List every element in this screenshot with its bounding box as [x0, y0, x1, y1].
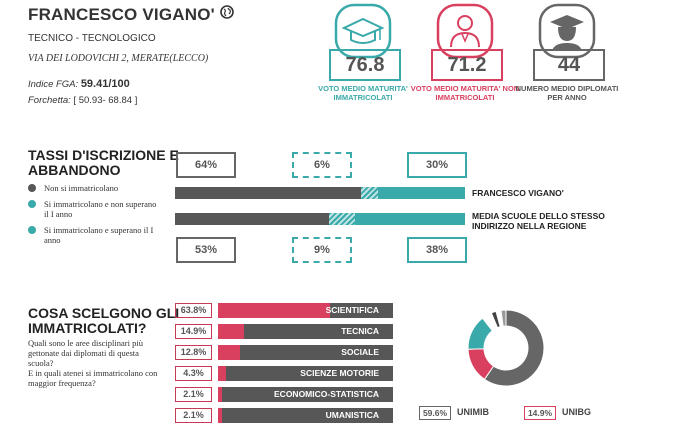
category-pct: 14.9%: [175, 324, 212, 339]
school-name: FRANCESCO VIGANO': [28, 5, 215, 24]
category-row: 12.8% SOCIALE: [175, 345, 395, 360]
uni-name-unibg: UNIBG: [562, 407, 591, 417]
legend-item: Si immatricolano e non superano il I ann…: [28, 199, 158, 219]
choices-question: Quali sono le aree disciplinari più gett…: [28, 338, 160, 388]
category-name: SOCIALE: [341, 347, 379, 357]
donut-slice: [483, 309, 545, 387]
stat-diplomati: 44 NUMERO MEDIO DIPLOMATI PER ANNO: [512, 3, 622, 102]
category-row: 4.3% SCIENZE MOTORIE: [175, 366, 395, 381]
category-bar: SCIENTIFICA: [218, 303, 393, 318]
category-bar: UMANISTICA: [218, 408, 393, 423]
category-bar: SOCIALE: [218, 345, 393, 360]
bar-seg-non-superano: [360, 187, 378, 199]
category-bar: SCIENZE MOTORIE: [218, 366, 393, 381]
pct-box-region-pass: 38%: [407, 237, 467, 263]
choices-title: COSA SCELGONO GLI IMMATRICOLATI?: [28, 306, 179, 336]
uni-pct-unimib: 59.6%: [419, 406, 451, 420]
stat-caption: NUMERO MEDIO DIPLOMATI PER ANNO: [515, 84, 619, 102]
category-name: ECONOMICO-STATISTICA: [274, 389, 379, 399]
legend-item: Non si immatricolano: [28, 183, 158, 193]
stacked-bar-school: [175, 187, 465, 199]
range: Forchetta: [ 50.93- 68.84 ]: [28, 95, 137, 106]
stat-value: 44: [533, 49, 605, 81]
legend-dot-teal: [28, 200, 36, 208]
legend-dot-gray: [28, 184, 36, 192]
category-list: 63.8% SCIENTIFICA 14.9% TECNICA 12.8% SOCIALE…: [175, 303, 395, 429]
bar-seg-superano: [378, 187, 465, 199]
category-bar-fill: [218, 408, 222, 423]
range-value: [ 50.93- 68.84 ]: [73, 95, 138, 106]
pct-box-school-pass: 30%: [407, 152, 467, 178]
enrollment-title: TASSI D'ISCRIZIONE E ABBANDONO: [28, 148, 179, 178]
fga-label: Indice FGA:: [28, 79, 79, 90]
uni-pct-unibg: 14.9%: [524, 406, 556, 420]
stat-value: 76.8: [329, 49, 401, 81]
fga-index: Indice FGA: 59.41/100: [28, 78, 130, 90]
category-row: 63.8% SCIENTIFICA: [175, 303, 395, 318]
stat-voto-non-immatricolati: 71.2 VOTO MEDIO MATURITA' NON IMMATRICOL…: [410, 3, 520, 102]
category-bar-fill: [218, 324, 245, 339]
pct-box-school-drop: 6%: [292, 152, 352, 178]
question-areas: Quali sono le aree disciplinari più gett…: [28, 338, 143, 368]
legend-item: Si immatricolano e superano il I anno: [28, 225, 158, 245]
question-universities: E in quali atenei si immatricolano con m…: [28, 368, 158, 388]
pct-box-region-drop: 9%: [292, 237, 352, 263]
choices-title-line2: IMMATRICOLATI?: [28, 320, 147, 336]
legend-label: Si immatricolano e non superano il I ann…: [44, 199, 157, 219]
stacked-bar-region: [175, 213, 465, 225]
category-row: 14.9% TECNICA: [175, 324, 395, 339]
bar-seg-non-superano: [328, 213, 355, 225]
legend-label: Si immatricolano e superano il I anno: [44, 225, 154, 245]
bar-seg-non-immatricolati: [175, 187, 361, 199]
school-type: TECNICO - TECNOLOGICO: [28, 33, 156, 44]
donut-slice: [500, 309, 507, 327]
pct-box-region-non: 53%: [176, 237, 236, 263]
category-name: TECNICA: [341, 326, 379, 336]
globe-icon[interactable]: [220, 5, 234, 19]
category-pct: 2.1%: [175, 387, 212, 402]
category-name: SCIENZE MOTORIE: [300, 368, 379, 378]
uni-name-unimib: UNIMIB: [457, 407, 489, 417]
category-name: UMANISTICA: [325, 410, 379, 420]
fga-value: 59.41/100: [80, 78, 130, 90]
category-row: 2.1% UMANISTICA: [175, 408, 395, 423]
pct-box-school-non: 64%: [176, 152, 236, 178]
stat-caption: VOTO MEDIO MATURITA' NON IMMATRICOLATI: [410, 84, 520, 102]
category-pct: 4.3%: [175, 366, 212, 381]
choices-title-line1: COSA SCELGONO GLI: [28, 305, 180, 321]
stat-caption: VOTO MEDIO MATURITA' IMMATRICOLATI: [318, 84, 408, 102]
bar-label-school: FRANCESCO VIGANO': [472, 188, 564, 198]
category-bar: ECONOMICO-STATISTICA: [218, 387, 393, 402]
legend-label: Non si immatricolano: [44, 183, 119, 193]
range-label: Forchetta:: [28, 95, 71, 106]
university-donut-chart: [467, 309, 545, 387]
category-bar-fill: [218, 366, 226, 381]
category-pct: 2.1%: [175, 408, 212, 423]
category-bar-fill: [218, 345, 241, 360]
category-name: SCIENTIFICA: [325, 305, 379, 315]
category-pct: 63.8%: [175, 303, 212, 318]
school-address: VIA DEI LODOVICHI 2, MERATE(LECCO): [28, 53, 209, 64]
category-pct: 12.8%: [175, 345, 212, 360]
category-bar-fill: [218, 303, 330, 318]
bar-seg-non-immatricolati: [175, 213, 329, 225]
category-row: 2.1% ECONOMICO-STATISTICA: [175, 387, 395, 402]
enrollment-legend: Non si immatricolano Si immatricolano e …: [28, 183, 158, 245]
category-bar-fill: [218, 387, 222, 402]
enrollment-title-line1: TASSI D'ISCRIZIONE E: [28, 147, 179, 163]
category-bar: TECNICA: [218, 324, 393, 339]
bar-seg-superano: [354, 213, 465, 225]
enrollment-title-line2: ABBANDONO: [28, 162, 121, 178]
legend-dot-teal: [28, 226, 36, 234]
bar-label-region: MEDIA SCUOLE DELLO STESSO INDIRIZZO NELL…: [472, 211, 605, 231]
stat-voto-immatricolati: 76.8 VOTO MEDIO MATURITA' IMMATRICOLATI: [308, 3, 418, 102]
stat-value: 71.2: [431, 49, 503, 81]
